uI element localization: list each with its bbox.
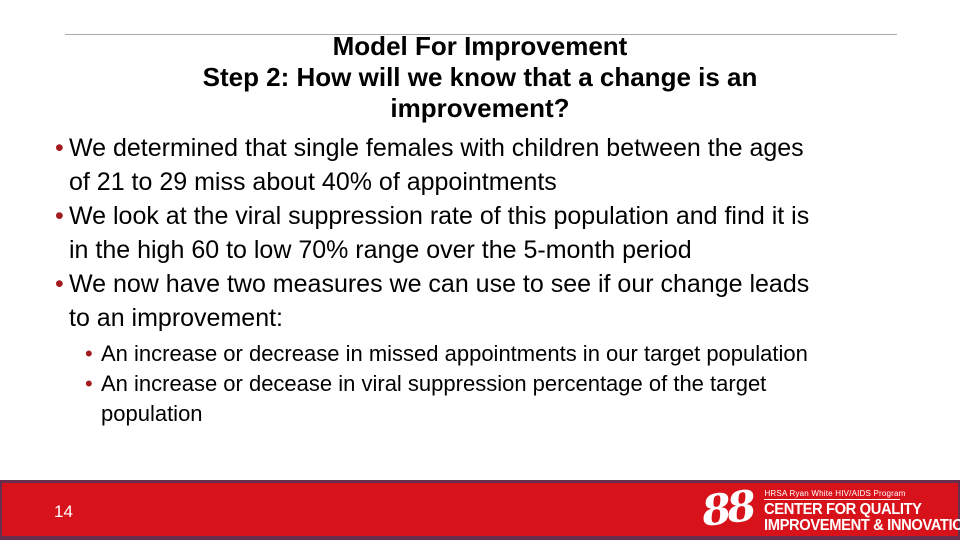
bullet-icon: •	[85, 341, 93, 366]
slide-title-line-3: improvement?	[390, 93, 570, 123]
bullet-1-line-1: We determined that single females with c…	[69, 134, 804, 162]
bullet-1-line-2: of 21 to 29 miss about 40% of appointmen…	[69, 168, 557, 196]
bullet-text: We determined that single females with c…	[69, 131, 804, 199]
bullet-3-line-1: We now have two measures we can use to s…	[69, 270, 810, 298]
sub-bullet-item-2: • An increase or decease in viral suppre…	[85, 369, 809, 429]
slide-title-line-2: Step 2: How will we know that a change i…	[202, 62, 758, 92]
sub-bullet-text: An increase or decease in viral suppress…	[101, 369, 766, 429]
logo-divider-line	[764, 499, 901, 500]
logo-org-line-1: CENTER FOR QUALITY	[764, 501, 923, 518]
bullet-2-line-2: in the high 60 to low 70% range over the…	[69, 236, 692, 264]
logo-text-block: HRSA Ryan White HIV/AIDS Program CENTER …	[764, 486, 960, 534]
bullet-item-3: • We now have two measures we can use to…	[55, 267, 809, 335]
sub-bullet-1-line-1: An increase or decrease in missed appoin…	[101, 341, 808, 366]
bullet-icon: •	[85, 371, 93, 396]
bullet-text: We look at the viral suppression rate of…	[69, 199, 809, 267]
page-number: 14	[54, 502, 73, 521]
cqii-logo: 88 HRSA Ryan White HIV/AIDS Program CENT…	[699, 481, 960, 536]
footer-band: 14 88 HRSA Ryan White HIV/AIDS Program C…	[0, 480, 960, 540]
slide-title-line-1: Model For Improvement	[332, 31, 628, 61]
awareness-ribbons-icon: 88	[699, 481, 756, 536]
sub-bullet-item-1: • An increase or decrease in missed appo…	[85, 339, 809, 369]
bullet-item-1: • We determined that single females with…	[55, 131, 809, 199]
logo-org-line-2: IMPROVEMENT & INNOVATION	[764, 517, 960, 534]
title-divider-line	[65, 34, 897, 35]
slide-title: Model For Improvement Step 2: How will w…	[0, 31, 960, 124]
sub-bullet-2-line-2: population	[101, 401, 203, 426]
logo-program-name: HRSA Ryan White HIV/AIDS Program	[764, 489, 906, 498]
bullet-icon: •	[55, 270, 64, 298]
sub-bullet-2-line-1: An increase or decease in viral suppress…	[101, 371, 767, 396]
bullet-2-line-1: We look at the viral suppression rate of…	[69, 202, 810, 230]
bullet-icon: •	[55, 134, 64, 162]
bullet-icon: •	[55, 202, 64, 230]
sub-bullet-section: • An increase or decrease in missed appo…	[85, 339, 809, 429]
bullet-item-2: • We look at the viral suppression rate …	[55, 199, 809, 267]
bullet-3-line-2: to an improvement:	[69, 304, 283, 332]
slide-body: • We determined that single females with…	[55, 131, 809, 429]
sub-bullet-text: An increase or decrease in missed appoin…	[101, 339, 808, 369]
bullet-text: We now have two measures we can use to s…	[69, 267, 809, 335]
